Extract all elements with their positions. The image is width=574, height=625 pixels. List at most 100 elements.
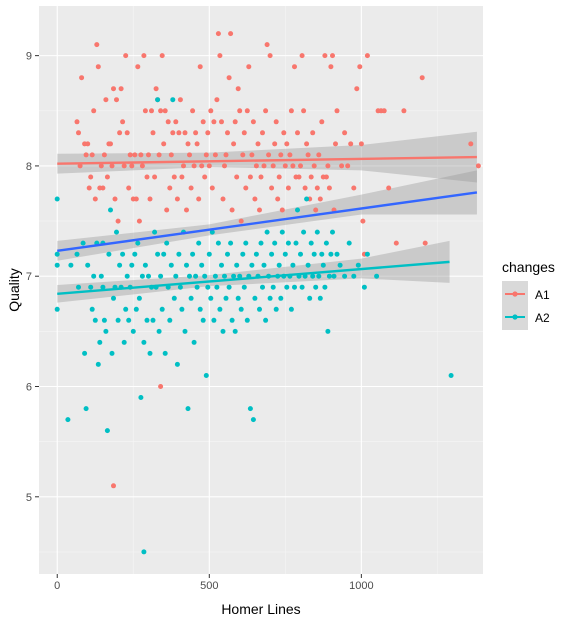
point-a2 (307, 295, 313, 301)
point-a1 (185, 141, 191, 147)
point-a1 (217, 53, 223, 59)
point-a2 (155, 97, 161, 103)
point-a2 (164, 240, 170, 246)
point-a1 (158, 384, 164, 389)
point-a2 (193, 273, 199, 279)
point-a1 (260, 130, 265, 136)
point-a2 (225, 251, 230, 257)
point-a1 (197, 64, 203, 70)
point-a2 (313, 284, 319, 290)
point-a2 (282, 251, 288, 257)
point-a2 (123, 306, 129, 312)
point-a1 (170, 130, 176, 136)
point-a1 (147, 196, 153, 202)
point-a2 (185, 406, 191, 412)
point-a1 (247, 174, 253, 180)
point-a2 (334, 251, 340, 257)
point-a1 (118, 86, 124, 92)
point-a2 (205, 284, 211, 290)
point-a2 (267, 295, 273, 301)
point-a2 (273, 306, 279, 312)
point-a1 (225, 130, 230, 136)
point-a1 (326, 185, 332, 191)
point-a2 (141, 339, 147, 345)
point-a1 (310, 130, 316, 136)
point-a1 (302, 185, 308, 191)
point-a2 (258, 240, 264, 246)
point-a2 (253, 251, 259, 257)
point-a2 (155, 251, 161, 257)
point-a1 (212, 152, 218, 158)
point-a2 (76, 284, 81, 290)
point-a2 (222, 273, 227, 279)
point-a2 (167, 317, 173, 323)
point-a1 (117, 130, 123, 136)
point-a1 (129, 163, 135, 169)
point-a2 (257, 306, 262, 312)
point-a2 (272, 240, 278, 246)
point-a2 (117, 262, 123, 268)
point-a2 (147, 350, 153, 356)
point-a1 (475, 163, 481, 169)
y-tick-label: 7 (26, 271, 32, 283)
point-a2 (231, 273, 237, 279)
point-a1 (258, 174, 264, 180)
point-a2 (191, 339, 197, 345)
point-a1 (133, 196, 139, 202)
point-a2 (292, 284, 297, 290)
point-a1 (200, 119, 206, 125)
y-axis-ticks: 5 6 7 8 9 (26, 51, 39, 504)
point-a1 (314, 185, 320, 191)
point-a1 (235, 86, 241, 92)
point-a2 (190, 251, 196, 257)
point-a1 (285, 185, 291, 191)
point-a1 (267, 53, 273, 59)
point-a2 (111, 295, 116, 301)
point-a1 (354, 86, 360, 92)
point-a2 (133, 306, 139, 312)
point-a2 (299, 284, 305, 290)
point-a2 (199, 262, 205, 268)
point-a1 (126, 185, 132, 191)
point-a1 (357, 64, 363, 70)
point-a1 (264, 42, 270, 48)
point-a1 (325, 163, 331, 169)
x-axis-ticks: 0 500 1000 (54, 574, 374, 592)
point-a1 (91, 108, 97, 114)
point-a2 (142, 262, 148, 268)
point-a1 (237, 108, 243, 114)
point-a2 (290, 262, 296, 268)
y-tick-label: 8 (26, 161, 32, 173)
point-a2 (200, 317, 206, 323)
point-a2 (295, 207, 300, 213)
legend-label-a2: A2 (535, 311, 550, 325)
point-a1 (351, 185, 357, 191)
point-a2 (179, 306, 185, 312)
point-a2 (92, 317, 98, 323)
point-a2 (293, 240, 299, 246)
point-a1 (111, 483, 116, 489)
point-a1 (173, 119, 179, 125)
point-a2 (80, 240, 86, 246)
point-a2 (243, 240, 249, 246)
point-a2 (278, 295, 284, 301)
point-a2 (448, 373, 454, 378)
point-a1 (304, 141, 310, 147)
point-a1 (246, 64, 252, 70)
point-a1 (181, 163, 186, 169)
point-a1 (194, 141, 200, 147)
point-a1 (177, 97, 183, 103)
point-a1 (144, 174, 150, 180)
point-a1 (115, 218, 121, 224)
legend-key-a1-point (512, 291, 518, 297)
point-a2 (304, 196, 310, 202)
point-a1 (171, 174, 177, 180)
point-a2 (206, 251, 212, 257)
point-a2 (136, 295, 142, 301)
point-a2 (346, 240, 352, 246)
point-a1 (209, 185, 215, 191)
point-a1 (401, 108, 407, 114)
point-a1 (333, 141, 338, 147)
point-a2 (351, 273, 357, 279)
point-a1 (94, 42, 100, 48)
